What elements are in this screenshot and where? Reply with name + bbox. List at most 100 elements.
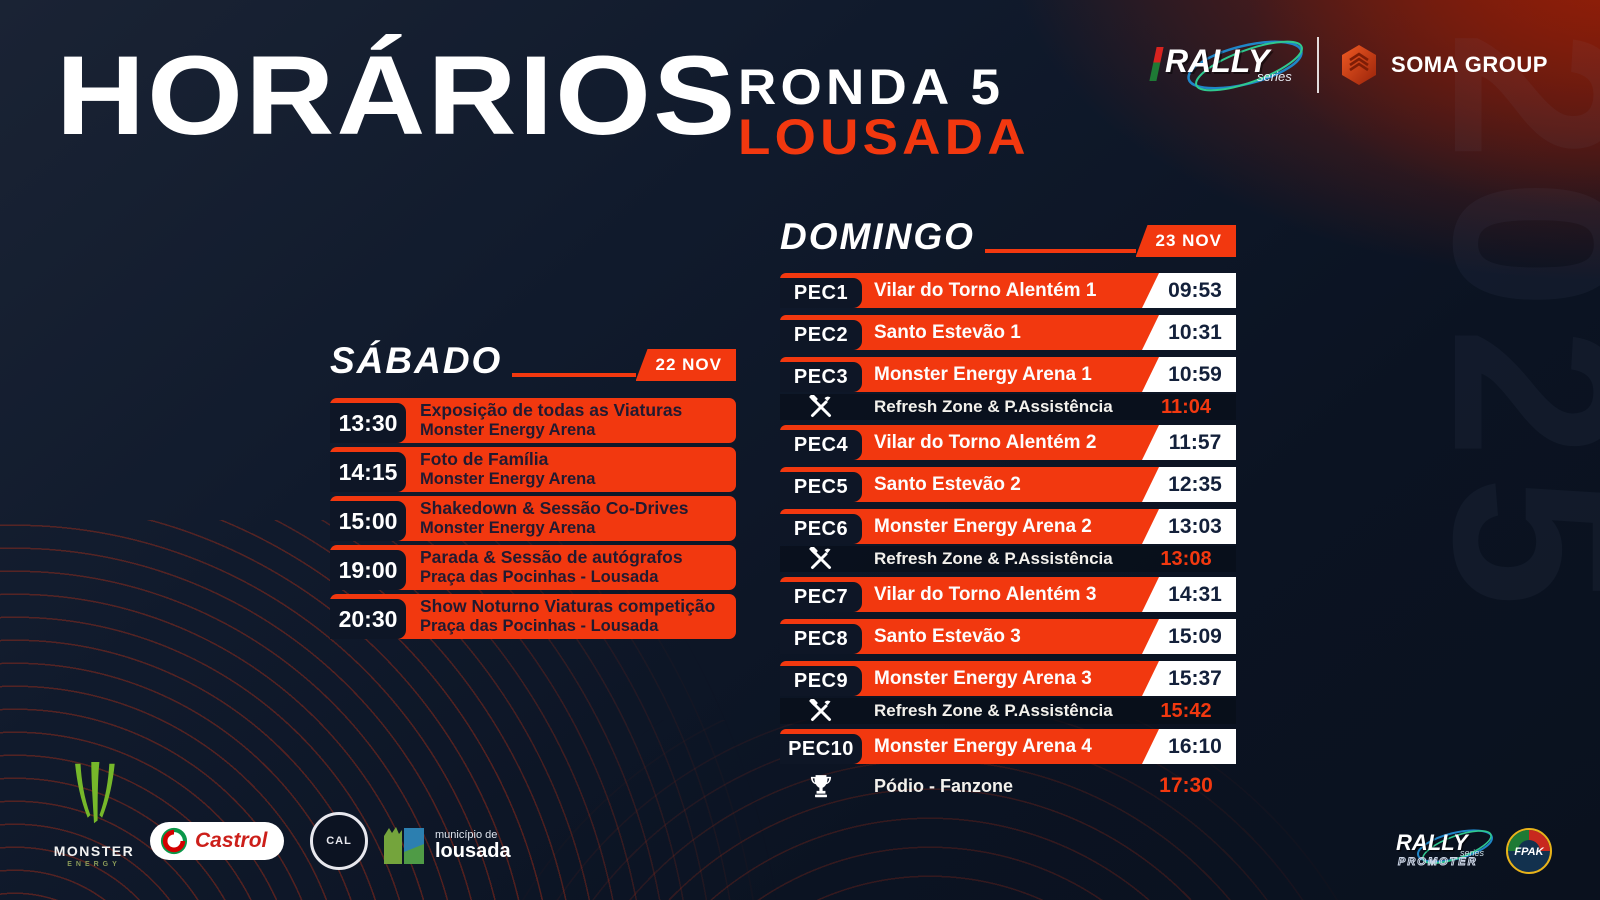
stage-row: PEC3 Monster Energy Arena 1 10:59 bbox=[780, 357, 1236, 392]
footer-brand-logos: RALLY series PROMOTER FPAK bbox=[1390, 826, 1552, 876]
sunday-section: DOMINGO 23 NOV PEC1 Vilar do Torno Alent… bbox=[780, 218, 1236, 806]
stage-name: Monster Energy Arena 3 bbox=[874, 667, 1092, 689]
saturday-date-badge: 22 NOV bbox=[635, 349, 736, 381]
soma-group-logo: SOMA GROUP bbox=[1339, 43, 1548, 87]
stage-label: PEC3 bbox=[780, 362, 862, 392]
stage-name: Santo Estevão 1 bbox=[874, 321, 1021, 343]
promoter-word: RALLY bbox=[1396, 830, 1468, 855]
rally-series-logo: RALLY series bbox=[1139, 35, 1303, 95]
stage-time: 13:03 bbox=[1142, 509, 1236, 544]
fpak-logo: FPAK bbox=[1506, 828, 1552, 874]
stage-row: PEC5 Santo Estevão 2 12:35 bbox=[780, 467, 1236, 502]
header-brand-logos: RALLY series SOMA GROUP bbox=[1139, 34, 1548, 96]
castrol-wordmark: Castrol bbox=[195, 829, 268, 852]
stage-time: 16:10 bbox=[1142, 729, 1236, 764]
municipality-line2: lousada bbox=[435, 840, 511, 862]
event-title: Parada & Sessão de autógrafos bbox=[420, 547, 683, 568]
stage-row: PEC9 Monster Energy Arena 3 15:37 bbox=[780, 661, 1236, 696]
stage-row: PEC1 Vilar do Torno Alentém 1 09:53 bbox=[780, 273, 1236, 308]
saturday-underline bbox=[512, 373, 636, 377]
stage-name: Vilar do Torno Alentém 1 bbox=[874, 279, 1097, 301]
monster-claw-icon bbox=[75, 762, 115, 824]
stage-label: PEC7 bbox=[780, 582, 862, 612]
event-row: 13:30 Exposição de todas as Viaturas Mon… bbox=[330, 398, 736, 443]
stage-label: PEC10 bbox=[780, 734, 862, 764]
soma-group-label: SOMA GROUP bbox=[1391, 52, 1548, 77]
stage-label: PEC8 bbox=[780, 624, 862, 654]
podium-time: 17:30 bbox=[1159, 774, 1213, 797]
stage-label: PEC2 bbox=[780, 320, 862, 350]
event-title: Shakedown & Sessão Co-Drives bbox=[420, 498, 689, 519]
promoter-tagline: PROMOTER bbox=[1398, 856, 1478, 869]
saturday-section: SÁBADO 22 NOV 13:30 Exposição de todas a… bbox=[330, 342, 736, 643]
monster-energy-label: ENERGY bbox=[67, 861, 121, 868]
stage-name: Monster Energy Arena 1 bbox=[874, 363, 1092, 385]
stage-row: PEC2 Santo Estevão 1 10:31 bbox=[780, 315, 1236, 350]
rally-promoter-logo: RALLY series PROMOTER bbox=[1390, 826, 1494, 876]
rally-swoosh-icon bbox=[1187, 40, 1303, 92]
service-row: Refresh Zone & P.Assistência 11:04 bbox=[780, 394, 1236, 420]
stage-time: 10:59 bbox=[1142, 357, 1236, 392]
stage-label: PEC4 bbox=[780, 430, 862, 460]
service-name: Refresh Zone & P.Assistência bbox=[874, 549, 1113, 568]
service-row: Refresh Zone & P.Assistência 13:08 bbox=[780, 546, 1236, 572]
round-label: RONDA 5 bbox=[738, 59, 1005, 115]
podium-name: Pódio - Fanzone bbox=[874, 775, 1013, 796]
event-row: 15:00 Shakedown & Sessão Co-Drives Monst… bbox=[330, 496, 736, 541]
sunday-underline bbox=[984, 249, 1136, 253]
stage-row: PEC6 Monster Energy Arena 2 13:03 bbox=[780, 509, 1236, 544]
event-location: Monster Energy Arena bbox=[420, 519, 596, 538]
castrol-logo: Castrol bbox=[150, 822, 284, 860]
stage-label: PEC5 bbox=[780, 472, 862, 502]
stage-time: 15:09 bbox=[1142, 619, 1236, 654]
event-location: Praça das Pocinhas - Lousada bbox=[420, 568, 659, 587]
event-location: Praça das Pocinhas - Lousada bbox=[420, 617, 659, 636]
rally-series-sub: series bbox=[1257, 69, 1292, 84]
event-row: 14:15 Foto de Família Monster Energy Are… bbox=[330, 447, 736, 492]
club-automovel-logo: CAL bbox=[310, 812, 368, 870]
service-name: Refresh Zone & P.Assistência bbox=[874, 701, 1113, 720]
event-location: Monster Energy Arena bbox=[420, 470, 596, 489]
service-time: 15:42 bbox=[1160, 699, 1212, 722]
tools-icon bbox=[780, 394, 862, 420]
saturday-title: SÁBADO bbox=[330, 340, 503, 381]
stage-name: Vilar do Torno Alentém 2 bbox=[874, 431, 1097, 453]
promoter-series: series bbox=[1460, 848, 1485, 858]
stage-time: 09:53 bbox=[1142, 273, 1236, 308]
stage-label: PEC6 bbox=[780, 514, 862, 544]
stage-time: 11:57 bbox=[1142, 425, 1236, 460]
event-time: 20:30 bbox=[330, 599, 406, 639]
stage-time: 15:37 bbox=[1142, 661, 1236, 696]
stage-name: Santo Estevão 2 bbox=[874, 473, 1021, 495]
stage-row: PEC4 Vilar do Torno Alentém 2 11:57 bbox=[780, 425, 1236, 460]
lousada-municipality-logo: município de lousada bbox=[382, 822, 511, 868]
event-time: 13:30 bbox=[330, 403, 406, 443]
year-watermark: 2025 bbox=[1405, 30, 1600, 625]
event-title: Exposição de todas as Viaturas bbox=[420, 400, 683, 421]
stage-row: PEC7 Vilar do Torno Alentém 3 14:31 bbox=[780, 577, 1236, 612]
stage-name: Monster Energy Arena 2 bbox=[874, 515, 1092, 537]
soma-hexagon-icon bbox=[1342, 45, 1377, 85]
event-time: 15:00 bbox=[330, 501, 406, 541]
podium-row: Pódio - Fanzone 17:30 bbox=[780, 771, 1236, 801]
service-name: Refresh Zone & P.Assistência bbox=[874, 397, 1113, 416]
stage-name: Monster Energy Arena 4 bbox=[874, 735, 1092, 757]
round-subtitle: RONDA 5 LOUSADA bbox=[738, 62, 1025, 162]
sunday-date-badge: 23 NOV bbox=[1135, 225, 1236, 257]
stage-label: PEC9 bbox=[780, 666, 862, 696]
event-time: 14:15 bbox=[330, 452, 406, 492]
monster-wordmark: MONSTER bbox=[53, 843, 135, 859]
stage-time: 12:35 bbox=[1142, 467, 1236, 502]
service-row: Refresh Zone & P.Assistência 15:42 bbox=[780, 698, 1236, 724]
page-title: HORÁRIOS bbox=[56, 33, 738, 158]
lousada-icon bbox=[384, 827, 424, 864]
club-label: CAL bbox=[326, 835, 352, 847]
stage-time: 14:31 bbox=[1142, 577, 1236, 612]
promoter-swoosh-icon bbox=[1416, 829, 1494, 864]
event-title: Foto de Família bbox=[420, 449, 549, 470]
stage-row: PEC10 Monster Energy Arena 4 16:10 bbox=[780, 729, 1236, 764]
municipality-line1: município de bbox=[435, 829, 498, 841]
service-time: 13:08 bbox=[1160, 547, 1212, 570]
stage-name: Santo Estevão 3 bbox=[874, 625, 1021, 647]
